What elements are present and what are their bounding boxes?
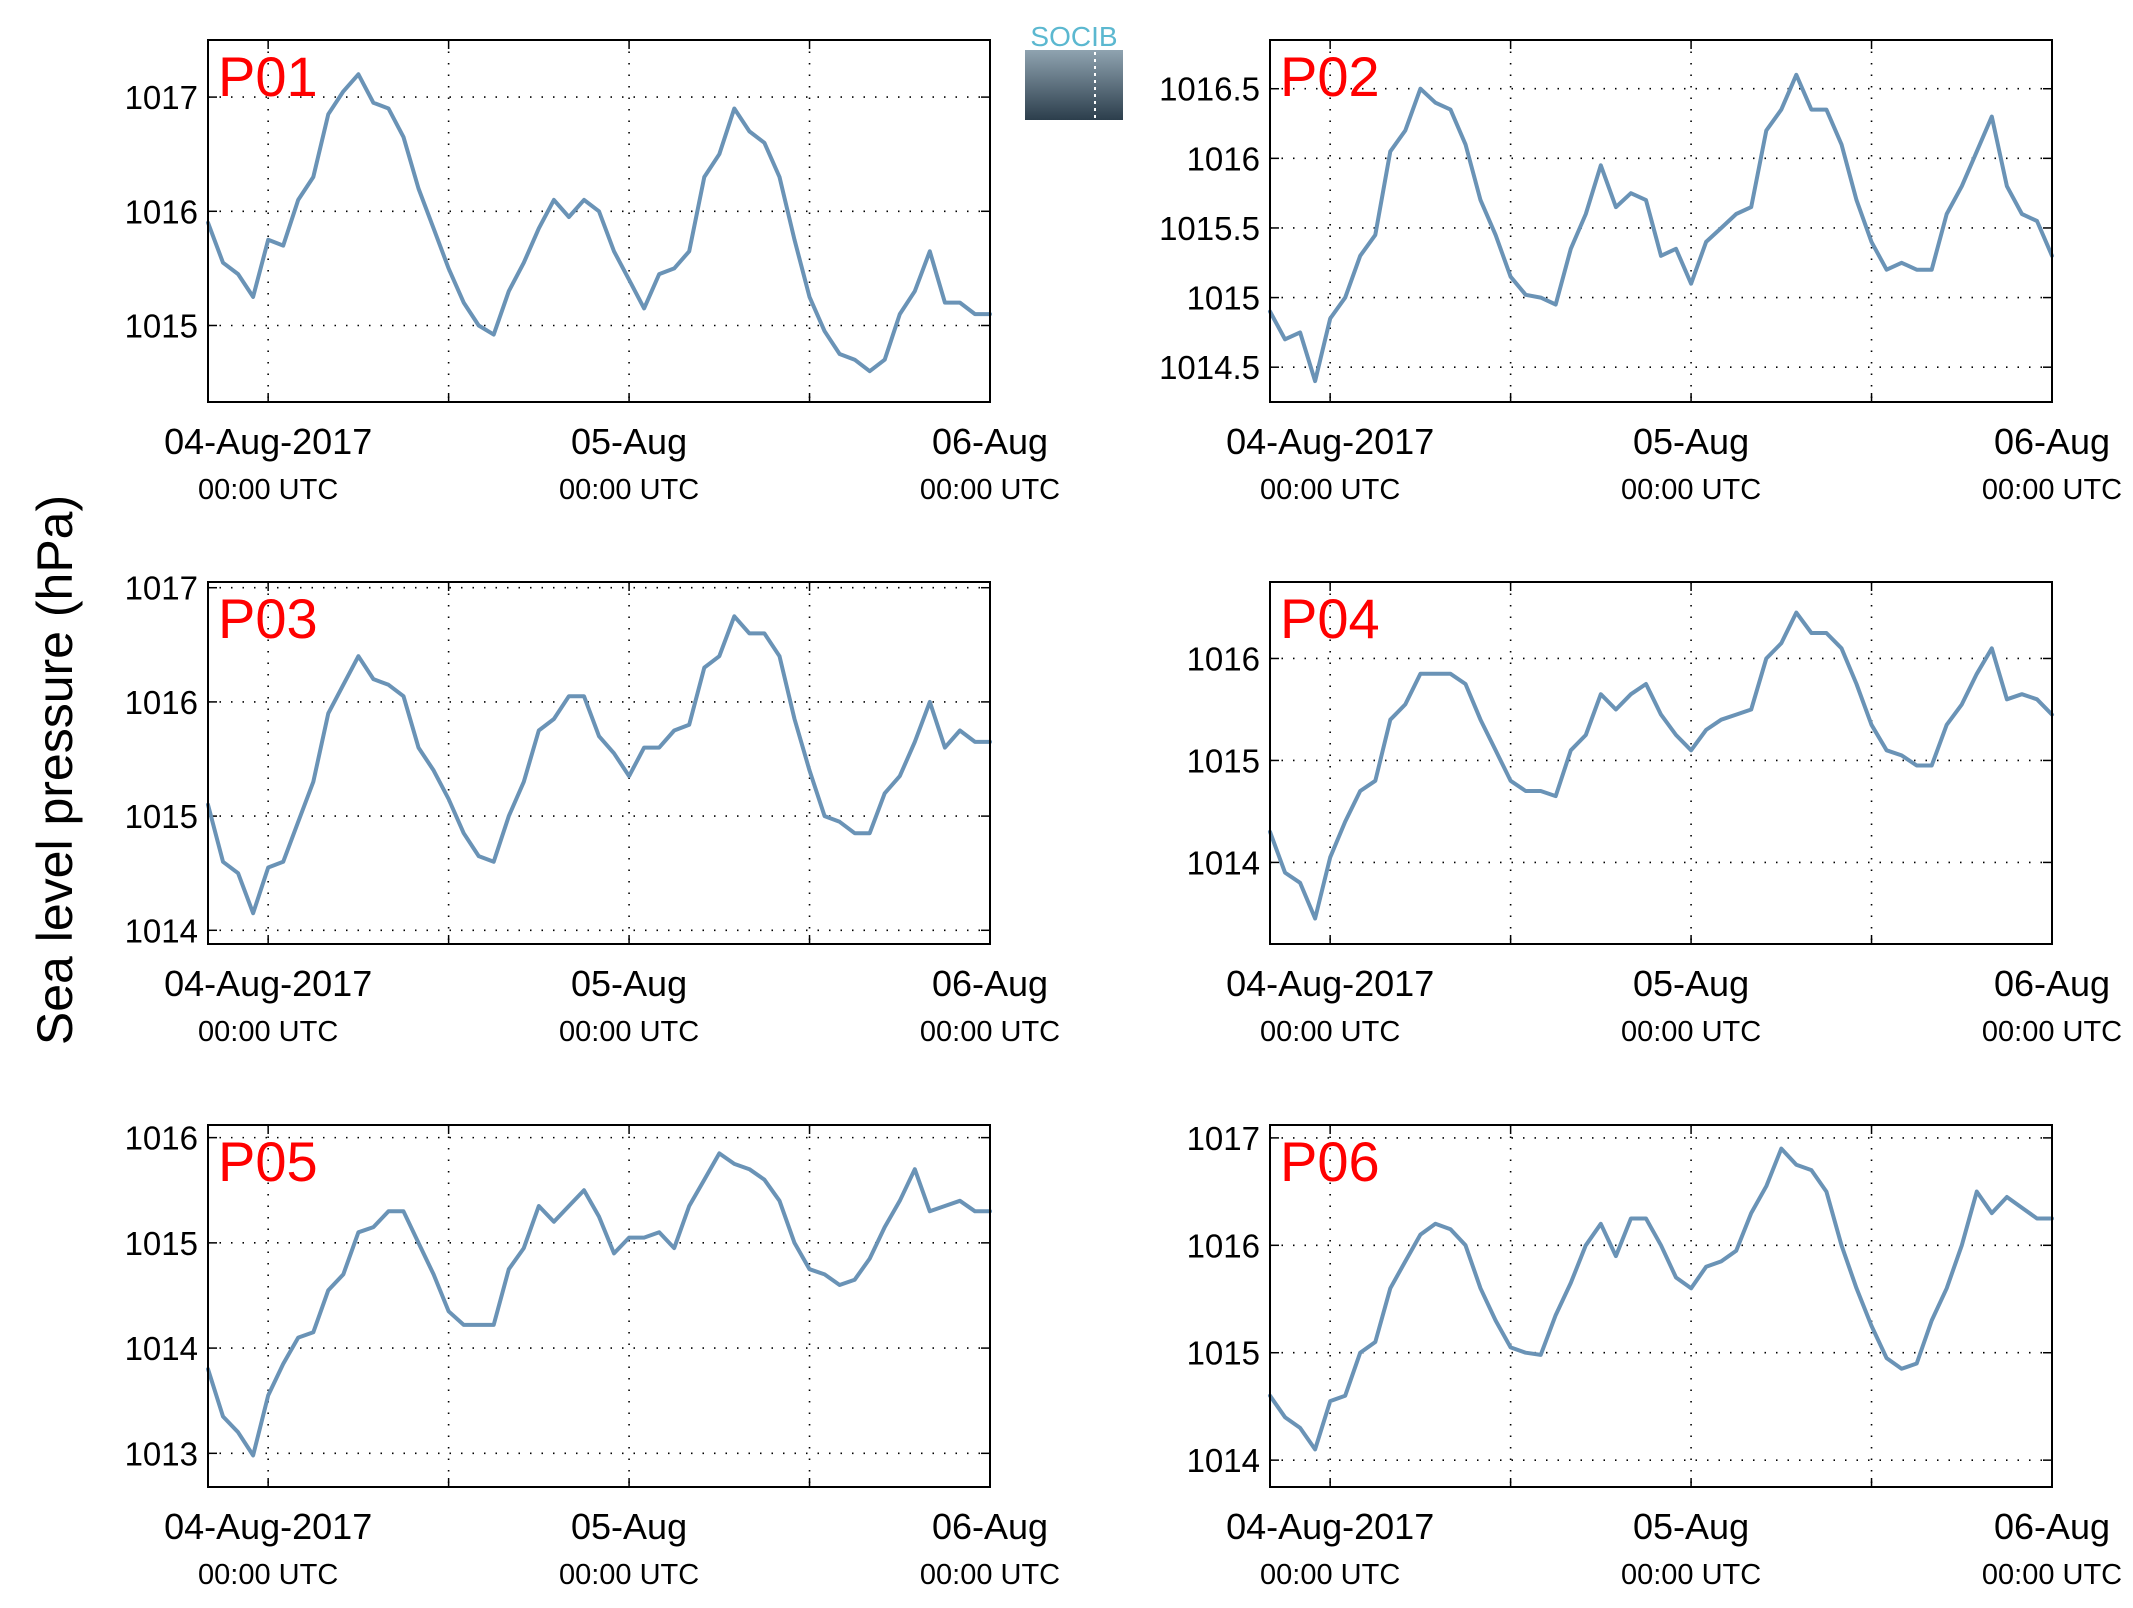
panel-p02: 1014.5 1015 1015.5 1016 1016.5 P02 04-Aug-2017… (1159, 39, 2122, 506)
y-tick-label: 1016 (1187, 640, 1260, 677)
x-tick-time-label: 00:00 UTC (198, 1559, 338, 1591)
x-tick-time-label: 00:00 UTC (920, 474, 1060, 506)
y-tick-label: 1014 (1187, 844, 1260, 881)
x-tick-date-label: 04-Aug-2017 (164, 421, 372, 462)
panel-p06: 1014 1015 1016 1017 P06 04-Aug-2017 00:00 UTC 0… (1187, 1120, 2123, 1591)
x-tick-date-label: 06-Aug (932, 963, 1048, 1004)
panel-label: P02 (1280, 45, 1380, 108)
y-tick-label: 1014 (125, 912, 198, 949)
x-tick-date-label: 05-Aug (571, 963, 687, 1004)
series-line-p01 (206, 72, 992, 374)
socib-logo: SOCIB (1025, 21, 1123, 120)
x-tick-time-label: 00:00 UTC (1982, 474, 2122, 506)
plot-area (1270, 1125, 2052, 1487)
y-tick-label: 1017 (125, 570, 198, 607)
x-tick-time-label: 00:00 UTC (1982, 1559, 2122, 1591)
panel-p04: 1014 1015 1016 P04 04-Aug-2017 00:00 UTC 05-Au… (1187, 581, 2122, 1048)
global-y-axis-label: Sea level pressure (hPa) (27, 495, 83, 1045)
x-tick-date-label: 06-Aug (1994, 1506, 2110, 1547)
y-tick-label: 1017 (125, 79, 198, 116)
y-tick-label: 1017 (1187, 1120, 1260, 1157)
y-tick-label: 1016 (1187, 1227, 1260, 1264)
x-tick-date-label: 05-Aug (571, 421, 687, 462)
panel-p01: 1015 1016 1017 P01 04-Aug-2017 00:00 UTC 05-Au… (125, 39, 1060, 506)
plot-area (208, 1125, 990, 1487)
series-line-p06 (1268, 1146, 2054, 1452)
x-tick-date-label: 05-Aug (1633, 963, 1749, 1004)
y-tick-label: 1015.5 (1159, 210, 1260, 247)
y-tick-label: 1013 (125, 1435, 198, 1472)
plot-frame (207, 39, 991, 403)
series-line-p02 (1268, 72, 2054, 384)
panel-p03: 1014 1015 1016 1017 P03 04-Aug-2017 00:00 UTC 0… (125, 570, 1061, 1048)
plot-area (1270, 582, 2052, 944)
x-tick-date-label: 04-Aug-2017 (164, 963, 372, 1004)
x-tick-date-label: 05-Aug (1633, 421, 1749, 462)
x-tick-time-label: 00:00 UTC (559, 1559, 699, 1591)
x-tick-date-label: 04-Aug-2017 (1226, 963, 1434, 1004)
y-tick-label: 1015 (1187, 1335, 1260, 1372)
x-tick-time-label: 00:00 UTC (1260, 474, 1400, 506)
panels-group: 1015 1016 1017 P01 04-Aug-2017 00:00 UTC 05-Au… (125, 39, 2123, 1591)
x-tick-date-label: 06-Aug (932, 421, 1048, 462)
x-tick-date-label: 05-Aug (1633, 1506, 1749, 1547)
plot-frame (1269, 1124, 2053, 1488)
panel-label: P05 (218, 1130, 318, 1193)
x-tick-time-label: 00:00 UTC (559, 474, 699, 506)
y-tick-label: 1016.5 (1159, 71, 1260, 108)
panel-label: P04 (1280, 587, 1380, 650)
x-tick-time-label: 00:00 UTC (1260, 1016, 1400, 1048)
x-tick-date-label: 06-Aug (932, 1506, 1048, 1547)
y-tick-label: 1016 (1187, 140, 1260, 177)
plot-frame (207, 581, 991, 945)
x-tick-time-label: 00:00 UTC (1621, 474, 1761, 506)
socib-logo-text: SOCIB (1030, 21, 1117, 52)
panel-label: P01 (218, 45, 318, 108)
x-tick-time-label: 00:00 UTC (920, 1016, 1060, 1048)
plot-frame (1269, 39, 2053, 403)
plot-area (1270, 40, 2052, 402)
series-line-p04 (1268, 610, 2054, 921)
x-tick-time-label: 00:00 UTC (198, 1016, 338, 1048)
x-tick-time-label: 00:00 UTC (920, 1559, 1060, 1591)
x-tick-date-label: 04-Aug-2017 (1226, 421, 1434, 462)
y-tick-label: 1015 (125, 1225, 198, 1262)
x-tick-date-label: 06-Aug (1994, 963, 2110, 1004)
plot-frame (1269, 581, 2053, 945)
panel-label: P06 (1280, 1130, 1380, 1193)
x-tick-time-label: 00:00 UTC (559, 1016, 699, 1048)
x-tick-time-label: 00:00 UTC (1621, 1559, 1761, 1591)
series-line-p05 (206, 1151, 992, 1458)
plot-area (208, 582, 990, 944)
x-tick-date-label: 05-Aug (571, 1506, 687, 1547)
y-tick-label: 1014 (125, 1330, 198, 1367)
x-tick-time-label: 00:00 UTC (1982, 1016, 2122, 1048)
x-tick-date-label: 04-Aug-2017 (1226, 1506, 1434, 1547)
plot-frame (207, 1124, 991, 1488)
y-tick-label: 1015 (125, 307, 198, 344)
x-tick-time-label: 00:00 UTC (1260, 1559, 1400, 1591)
x-tick-time-label: 00:00 UTC (1621, 1016, 1761, 1048)
y-tick-label: 1016 (125, 684, 198, 721)
x-tick-date-label: 06-Aug (1994, 421, 2110, 462)
panel-p05: 1013 1014 1015 1016 P05 04-Aug-2017 00:00 UTC 0… (125, 1120, 1061, 1591)
x-tick-time-label: 00:00 UTC (198, 474, 338, 506)
x-tick-date-label: 04-Aug-2017 (164, 1506, 372, 1547)
y-tick-label: 1016 (125, 193, 198, 230)
panel-label: P03 (218, 587, 318, 650)
y-tick-label: 1015 (125, 798, 198, 835)
socib-logo-block (1025, 50, 1123, 120)
series-line-p03 (206, 614, 992, 916)
y-tick-label: 1016 (125, 1120, 198, 1157)
plot-area (208, 40, 990, 402)
y-tick-label: 1015 (1187, 742, 1260, 779)
y-tick-label: 1015 (1187, 280, 1260, 317)
y-tick-label: 1014 (1187, 1442, 1260, 1479)
y-tick-label: 1014.5 (1159, 349, 1260, 386)
